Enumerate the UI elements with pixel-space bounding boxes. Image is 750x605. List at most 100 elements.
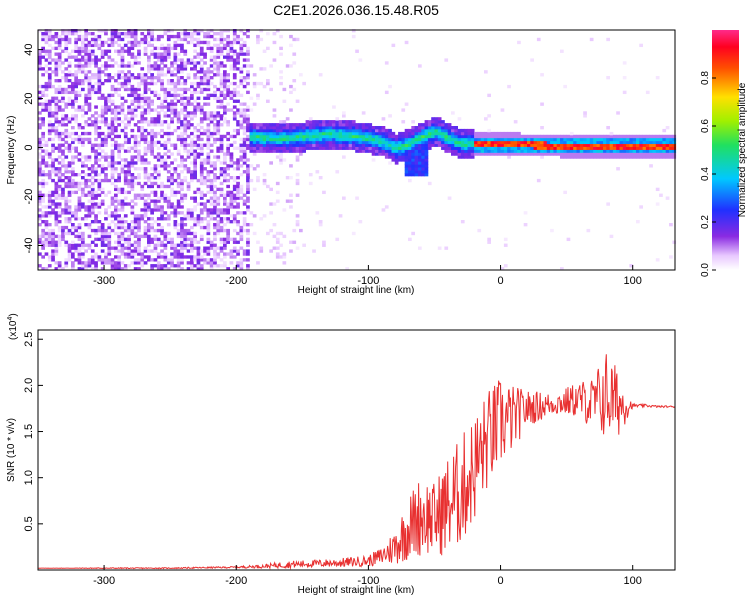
spectrogram-cell — [77, 217, 82, 221]
spectrogram-cell — [480, 146, 485, 150]
spectrogram-cell — [626, 140, 630, 145]
spectrogram-cell — [229, 158, 234, 162]
spectrogram-cell — [176, 93, 181, 98]
spectrogram-cell — [229, 255, 234, 259]
spectrogram-cell — [226, 220, 230, 224]
spectrogram-cell — [176, 120, 181, 124]
spectrogram-cell — [54, 220, 59, 224]
spectrogram-cell — [351, 137, 356, 142]
spectrogram-cell — [398, 137, 402, 142]
spectrogram-cell — [74, 155, 78, 159]
spectrogram-cell — [404, 131, 409, 136]
spectrogram-cell — [54, 187, 59, 192]
spectrogram-cell — [256, 261, 260, 265]
spectrogram-cell — [199, 40, 204, 45]
spectrogram-y-axis-label: Frequency (Hz) — [6, 116, 17, 185]
spectrogram-cell — [418, 140, 422, 145]
spectrogram-cell — [266, 81, 270, 86]
spectrogram-cell — [232, 90, 237, 95]
spectrogram-cell — [54, 134, 59, 139]
spectrogram-cell — [137, 152, 141, 156]
spectrogram-cell — [94, 170, 98, 174]
spectrogram-cell — [156, 152, 161, 156]
spectrogram-cell — [186, 126, 191, 130]
spectrogram-cell — [308, 181, 313, 186]
spectrogram-cell — [609, 140, 614, 145]
spectrogram-cell — [107, 131, 112, 136]
spectrogram-cell — [110, 84, 115, 89]
spectrogram-cell — [186, 170, 191, 174]
spectrogram-cell — [137, 81, 141, 86]
spectrogram-cell — [143, 120, 148, 124]
spectrogram-cell — [100, 108, 105, 112]
spectrogram-cell — [120, 128, 125, 133]
spectrogram-cell — [199, 202, 204, 206]
spectrogram-cell — [609, 149, 614, 153]
spectrogram-cell — [120, 223, 125, 227]
spectrogram-cell — [213, 167, 217, 171]
spectrogram-cell — [358, 149, 363, 153]
spectrogram-cell — [487, 237, 491, 242]
spectrogram-cell — [569, 134, 574, 139]
spectrogram-cell — [209, 240, 214, 244]
spectrogram-cell — [239, 114, 244, 118]
spectrogram-cell — [193, 255, 197, 259]
spectrogram-cell — [196, 220, 201, 224]
spectrogram-cell — [107, 64, 112, 68]
spectrogram-cell — [279, 152, 283, 156]
spectrogram-cell — [239, 52, 244, 56]
spectrogram-cell — [361, 149, 366, 153]
spectrogram-cell — [672, 155, 677, 159]
spectrogram-cell — [325, 134, 330, 139]
spectrogram-cell — [272, 134, 277, 139]
spectrogram-cell — [77, 199, 82, 203]
spectrogram-cell — [223, 155, 227, 159]
spectrogram-cell — [272, 123, 277, 127]
spectrogram-cell — [312, 120, 316, 124]
spectrogram-cell — [176, 64, 181, 68]
spectrogram-cell — [173, 114, 178, 118]
spectrogram-cell — [107, 205, 112, 209]
spectrogram-cell — [173, 264, 178, 268]
spectrogram-cell — [451, 134, 455, 139]
spectrogram-cell — [289, 134, 293, 139]
spectrogram-cell — [193, 67, 197, 71]
spectrogram-cell — [74, 173, 78, 177]
spectrogram-cell — [583, 143, 587, 147]
spectrogram-cell — [107, 73, 112, 77]
spectrogram-cell — [232, 196, 237, 200]
spectrogram-cell — [669, 143, 673, 147]
snr-y-tick-label: 0.5 — [23, 516, 35, 531]
spectrogram-cell — [332, 146, 336, 150]
spectrogram-cell — [117, 76, 121, 80]
spectrogram-cell — [47, 223, 52, 227]
spectrogram-cell — [163, 158, 168, 162]
spectrogram-cell — [77, 108, 82, 112]
spectrogram-cell — [427, 140, 432, 145]
spectrogram-cell — [47, 84, 52, 89]
spectrogram-cell — [556, 152, 561, 156]
spectrogram-cell — [114, 79, 118, 83]
spectrogram-cell — [90, 114, 95, 118]
spectrogram-cell — [259, 37, 264, 42]
spectrogram-cell — [57, 220, 62, 224]
spectrogram-cell — [163, 237, 168, 242]
spectrogram-cell — [61, 96, 65, 100]
spectrogram-cell — [295, 223, 300, 227]
spectrogram-cell — [262, 84, 267, 89]
spectrogram-cell — [242, 114, 247, 118]
spectrogram-cell — [209, 117, 214, 121]
spectrogram-cell — [665, 140, 670, 145]
spectrogram-cell — [133, 220, 138, 224]
spectrogram-cell — [51, 178, 55, 183]
spectrogram-cell — [38, 67, 42, 71]
spectrogram-cell — [170, 205, 174, 209]
spectrogram-cell — [153, 117, 158, 121]
spectrogram-cell — [196, 223, 201, 227]
spectrogram-cell — [104, 178, 108, 183]
spectrogram-cell — [61, 164, 65, 168]
spectrogram-cell — [67, 84, 72, 89]
spectrogram-cell — [61, 99, 65, 103]
spectrogram-cell — [100, 131, 105, 136]
spectrogram-cell — [47, 199, 52, 203]
